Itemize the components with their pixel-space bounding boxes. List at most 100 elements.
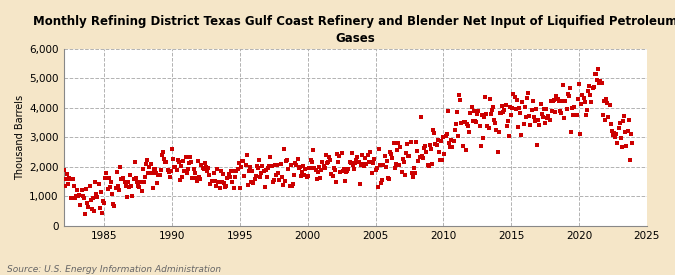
Point: [450, 128, 460, 132]
Point: [234, 161, 244, 165]
Point: [163, 169, 174, 174]
Point: [315, 175, 325, 180]
Point: [412, 149, 423, 153]
Point: [185, 155, 196, 159]
Point: [418, 156, 429, 161]
Point: [199, 161, 210, 165]
Point: [92, 195, 103, 200]
Point: [301, 175, 312, 179]
Point: [76, 188, 87, 192]
Point: [65, 177, 76, 182]
Point: [520, 114, 531, 119]
Point: [152, 181, 163, 185]
Point: [97, 211, 107, 215]
Point: [441, 132, 452, 136]
Point: [196, 163, 207, 167]
Point: [536, 111, 547, 116]
Point: [363, 160, 374, 164]
Point: [123, 180, 134, 184]
Point: [408, 175, 418, 179]
Point: [452, 110, 462, 114]
Point: [153, 172, 164, 177]
Point: [473, 109, 484, 114]
Point: [284, 184, 295, 188]
Point: [547, 99, 558, 104]
Point: [517, 100, 528, 104]
Point: [294, 164, 305, 169]
Point: [346, 151, 357, 156]
Point: [614, 121, 625, 125]
Point: [73, 194, 84, 198]
Point: [460, 147, 471, 152]
Point: [136, 189, 147, 193]
Point: [115, 165, 126, 169]
Point: [348, 163, 358, 167]
Point: [286, 163, 296, 167]
Point: [321, 153, 331, 157]
Point: [499, 108, 510, 113]
Point: [626, 141, 637, 145]
Point: [304, 166, 315, 170]
Point: [227, 169, 238, 173]
Point: [567, 106, 578, 111]
Point: [453, 134, 464, 138]
Point: [127, 194, 138, 199]
Point: [587, 86, 598, 90]
Point: [63, 182, 74, 186]
Point: [116, 177, 127, 181]
Point: [482, 123, 493, 128]
Point: [154, 173, 165, 178]
Point: [406, 171, 417, 175]
Point: [296, 174, 306, 178]
Point: [99, 201, 109, 205]
Point: [236, 164, 246, 169]
Point: [272, 163, 283, 167]
Point: [78, 194, 88, 198]
Point: [172, 158, 183, 162]
Point: [275, 161, 286, 166]
Point: [613, 125, 624, 130]
Point: [605, 122, 616, 126]
Point: [529, 115, 539, 119]
Point: [616, 136, 626, 141]
Point: [579, 100, 590, 104]
Point: [105, 184, 115, 189]
Point: [542, 116, 553, 120]
Point: [455, 98, 466, 102]
Point: [61, 172, 72, 177]
Point: [445, 145, 456, 149]
Point: [329, 168, 340, 172]
Point: [265, 155, 276, 159]
Point: [420, 144, 431, 148]
Point: [86, 207, 97, 211]
Point: [290, 161, 300, 165]
Point: [200, 165, 211, 169]
Point: [435, 139, 446, 144]
Point: [207, 179, 218, 183]
Point: [549, 97, 560, 102]
Point: [327, 174, 338, 178]
Point: [288, 182, 298, 187]
Point: [487, 105, 498, 110]
Point: [356, 152, 367, 157]
Point: [314, 164, 325, 169]
Point: [319, 166, 330, 170]
Point: [267, 180, 278, 185]
Point: [242, 183, 253, 187]
Point: [277, 183, 288, 187]
Point: [100, 176, 111, 181]
Point: [328, 166, 339, 170]
Point: [396, 169, 407, 174]
Point: [554, 98, 564, 103]
Point: [557, 98, 568, 103]
Point: [274, 178, 285, 183]
Point: [518, 122, 529, 126]
Point: [539, 107, 549, 111]
Point: [413, 159, 424, 164]
Point: [568, 113, 578, 117]
Point: [462, 122, 472, 126]
Point: [606, 129, 617, 133]
Point: [335, 170, 346, 174]
Point: [323, 160, 333, 164]
Point: [91, 192, 102, 196]
